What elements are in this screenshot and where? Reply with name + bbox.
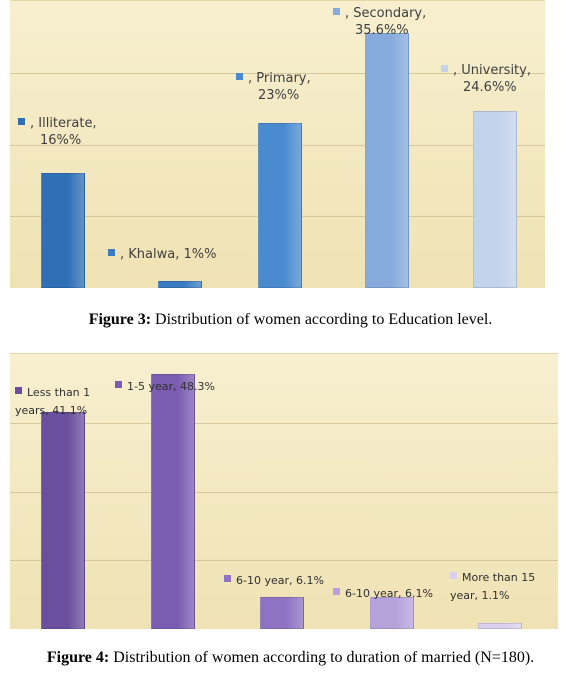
data-label-text: More than 15 [462,571,536,584]
data-label: , University, 24.6%% [441,62,531,96]
data-label-text: , University, [453,63,531,78]
figure-4-caption-text: Distribution of women according to durat… [109,649,535,666]
data-label-text: 23%% [258,88,300,103]
bar-primary [258,123,302,288]
data-label-line: , Primary, [236,70,311,87]
data-label-line: 1-5 year, 48.3% [115,378,215,396]
data-label-line: , University, [441,62,531,79]
figure-3-caption-text: Distribution of women according to Educa… [151,311,493,328]
data-label: Less than 1 years, 41.1% [15,384,90,420]
marriage-duration-plot-area [10,353,558,629]
legend-swatch [450,572,457,579]
data-label-line: 24.6%% [441,79,531,96]
bar-6-10-year [260,597,304,629]
data-label-line: , Illiterate, [18,115,97,132]
data-label: 1-5 year, 48.3% [115,378,215,396]
gridline [10,423,558,424]
figure-4-caption-label: Figure 4: [46,649,110,666]
data-label: , Illiterate, 16%% [18,115,97,149]
bar-university [473,111,517,288]
data-label-line: , Secondary, [333,5,426,22]
data-label-line: 23%% [236,87,311,104]
data-label-text: 24.6%% [463,80,517,95]
gridline [10,492,558,493]
data-label-line: 6-10 year, 6.1% [224,572,324,590]
data-label-text: , Illiterate, [30,116,97,131]
data-label-text: , Khalwa, 1%% [120,247,217,262]
data-label-line: 6-10 year, 6.1% [333,585,433,603]
data-label-line: years, 41.1% [15,402,90,420]
data-label: More than 15 year, 1.1% [450,569,535,605]
bar-secondary [365,33,409,288]
education-plot-area [10,0,545,288]
data-label-text: 6-10 year, 6.1% [236,574,324,587]
data-label-line: year, 1.1% [450,587,535,605]
legend-swatch [108,249,115,256]
data-label-line: 35.6%% [333,22,426,39]
data-label-line: 16%% [18,132,97,149]
legend-swatch [441,65,448,72]
bar-less-than-1-years [41,412,85,629]
data-label: , Secondary, 35.6%% [333,5,426,39]
data-label-text: 6-10 year, 6.1% [345,587,433,600]
legend-swatch [333,588,340,595]
bar-more-than-15-year [478,623,522,629]
data-label-text: Less than 1 [27,386,91,399]
data-label-text: , Primary, [248,71,311,86]
bar-illiterate [41,173,85,288]
data-label-line: Less than 1 [15,384,90,402]
data-label-text: 1-5 year, 48.3% [127,380,215,393]
data-label: 6-10 year, 6.1% [224,572,324,590]
figure-3-caption: Figure 3: Distribution of women accordin… [0,311,581,329]
legend-swatch [333,8,340,15]
legend-swatch [115,381,122,388]
legend-swatch [18,118,25,125]
data-label-text: years, 41.1% [15,404,88,417]
legend-swatch [236,73,243,80]
bar-khalwa [158,281,202,288]
data-label-text: , Secondary, [345,6,427,21]
figure-4-caption: Figure 4: Distribution of women accordin… [0,649,581,667]
data-label-text: year, 1.1% [450,589,510,602]
data-label: , Primary, 23%% [236,70,311,104]
bar-6-10-year [370,597,414,629]
legend-swatch [224,575,231,582]
data-label-line: , Khalwa, 1%% [108,246,216,263]
data-label-line: More than 15 [450,569,535,587]
data-label: 6-10 year, 6.1% [333,585,433,603]
gridline [10,560,558,561]
data-label-text: 16%% [40,133,82,148]
figure-3-caption-label: Figure 3: [88,311,152,328]
data-label-text: 35.6%% [355,23,409,38]
legend-swatch [15,387,22,394]
gridline [10,73,545,74]
data-label: , Khalwa, 1%% [108,246,216,263]
bar-1-5-year [151,374,195,629]
